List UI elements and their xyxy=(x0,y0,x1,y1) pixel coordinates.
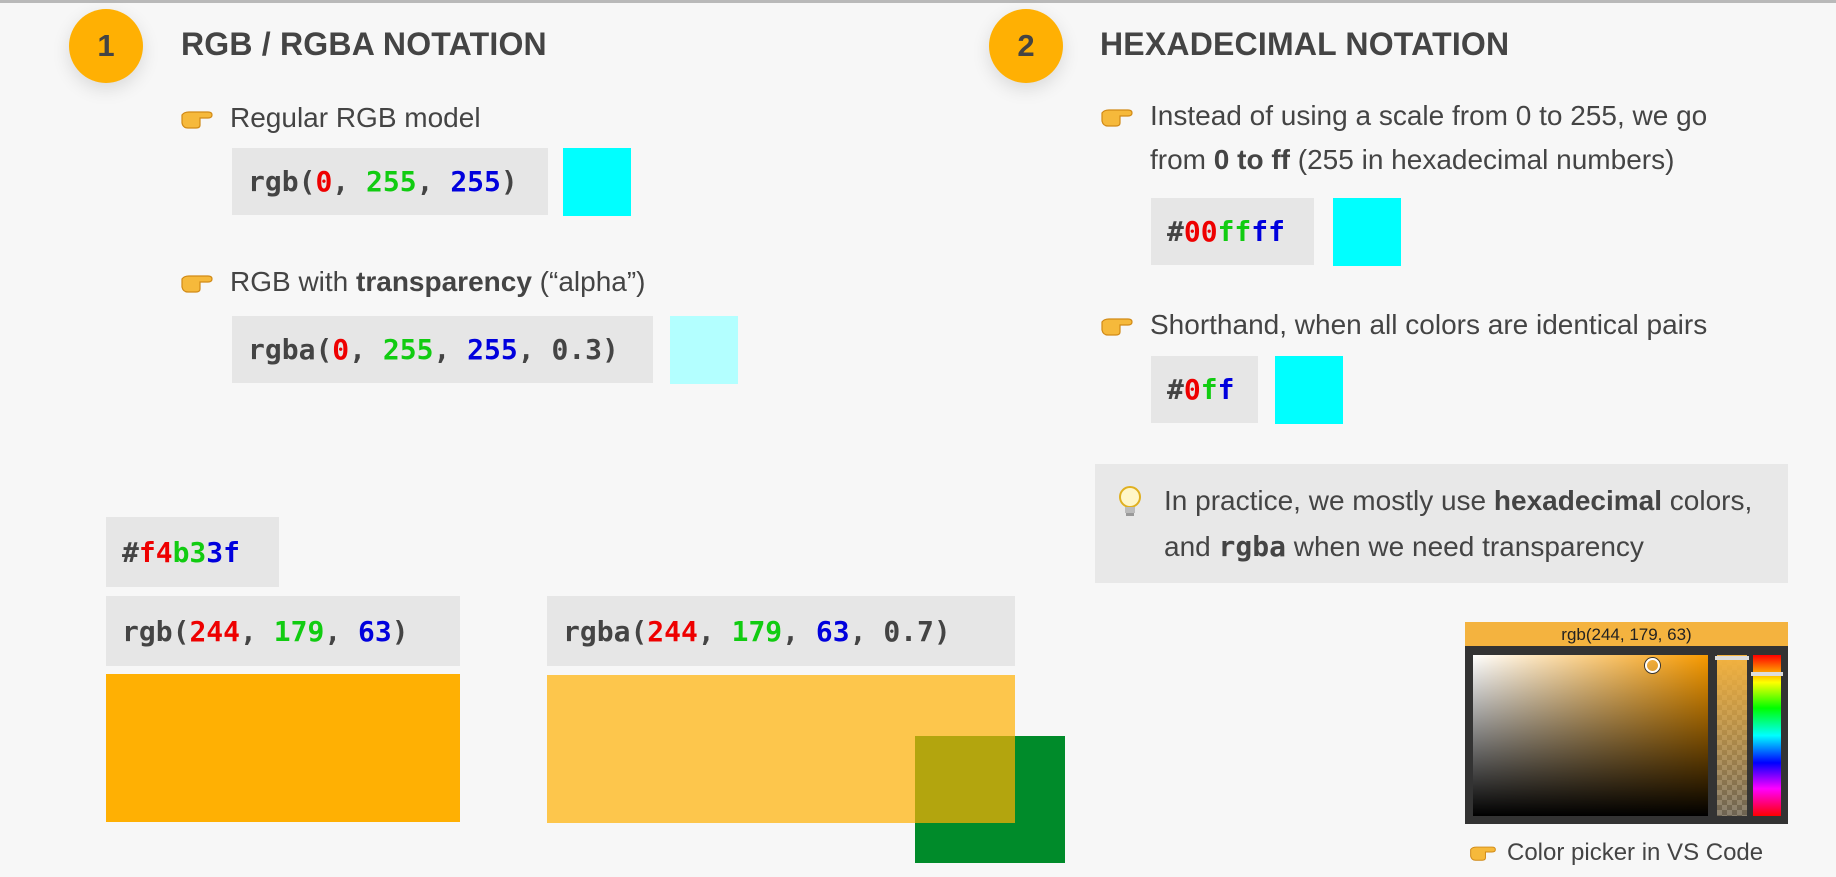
lightbulb-icon xyxy=(1119,486,1141,516)
pointing-hand-icon xyxy=(181,275,213,293)
saturation-area[interactable] xyxy=(1473,655,1708,816)
code-green: b3 xyxy=(172,535,207,569)
code-green: 179 xyxy=(273,614,325,648)
section-title-1: RGB / RGBA NOTATION xyxy=(181,26,547,62)
bullet-text: RGB with transparency (“alpha”) xyxy=(230,266,646,297)
bullet-hex-scale: Instead of using a scale from 0 to 255, … xyxy=(1100,94,1750,182)
section-title-2: HEXADECIMAL NOTATION xyxy=(1100,26,1510,62)
alpha-slider-handle[interactable] xyxy=(1715,656,1749,660)
code-green: 255 xyxy=(366,165,417,198)
bullet-regular-rgb: Regular RGB model xyxy=(180,96,481,140)
code-blue: 255 xyxy=(467,333,518,366)
color-picker: rgb(244, 179, 63) xyxy=(1465,622,1788,824)
code-red: f4 xyxy=(138,535,173,569)
pointing-hand-icon xyxy=(1101,318,1133,336)
code-red: 0 xyxy=(332,333,350,366)
code-blue: 3f xyxy=(206,535,241,569)
rgb-example-code: rgb(244, 179, 63) xyxy=(106,596,460,666)
picker-cursor[interactable] xyxy=(1645,658,1660,673)
code-green: 255 xyxy=(382,333,434,366)
cyan-swatch xyxy=(1275,356,1343,424)
code-fn: rgba xyxy=(563,614,631,648)
section-number: 2 xyxy=(1017,28,1035,63)
rgb-code-block: rgb(0, 255, 255) xyxy=(232,148,548,215)
code-alpha: 0.7 xyxy=(883,614,934,648)
alpha-slider[interactable] xyxy=(1717,655,1747,816)
code-red: 00 xyxy=(1183,215,1218,248)
code-fn: rgb xyxy=(122,614,173,648)
code-red: 244 xyxy=(189,614,241,648)
hex-example-code: # f4 b3 3f xyxy=(106,517,279,587)
hue-slider[interactable] xyxy=(1753,655,1781,816)
rgba-example-code: rgba(244, 179, 63, 0.7) xyxy=(547,596,1015,666)
cyan-swatch xyxy=(563,148,631,216)
caption-text: Color picker in VS Code xyxy=(1507,839,1764,866)
color-picker-header: rgb(244, 179, 63) xyxy=(1465,622,1788,646)
code-blue: 63 xyxy=(358,614,392,648)
code-green: ff xyxy=(1217,215,1252,248)
code-blue: 255 xyxy=(450,165,501,198)
tip-box xyxy=(1095,464,1788,583)
section-number-badge-2: 2 xyxy=(989,9,1063,83)
bullet-rgb-transparency: RGB with transparency (“alpha”) xyxy=(180,260,646,304)
hue-slider-handle[interactable] xyxy=(1751,672,1783,676)
code-blue: ff xyxy=(1251,215,1286,248)
code-red: 0 xyxy=(315,165,333,198)
code-blue: 63 xyxy=(815,614,850,648)
code-fn: rgb xyxy=(248,165,299,198)
orange-swatch xyxy=(106,674,460,822)
code-alpha: 0.3 xyxy=(551,333,603,366)
orange-alpha-swatch xyxy=(547,675,1015,823)
pointing-hand-icon xyxy=(1101,109,1133,127)
code-blue: f xyxy=(1217,373,1235,406)
bullet-text: Shorthand, when all colors are identical… xyxy=(1150,309,1708,340)
code-fn: rgba xyxy=(248,333,316,366)
tip-text: In practice, we mostly use hexadecimal c… xyxy=(1164,485,1753,563)
code-red: 0 xyxy=(1183,373,1201,406)
pointing-hand-icon xyxy=(181,111,213,129)
rgba-code-block: rgba(0, 255, 255, 0.3) xyxy=(232,316,653,383)
bullet-shorthand: Shorthand, when all colors are identical… xyxy=(1100,303,1707,347)
shorthand-code-block: #0 f f xyxy=(1151,356,1258,423)
picker-caption: Color picker in VS Code xyxy=(1469,831,1763,875)
cyan-swatch xyxy=(1333,198,1401,266)
code-green: f xyxy=(1200,373,1218,406)
section-number: 1 xyxy=(97,28,115,63)
section-number-badge-1: 1 xyxy=(69,9,143,83)
bullet-text: Regular RGB model xyxy=(230,102,481,133)
hex-code-block: #00 ff ff xyxy=(1151,198,1314,265)
code-green: 179 xyxy=(731,614,783,648)
cyan-alpha-swatch xyxy=(670,316,738,384)
code-red: 244 xyxy=(647,614,698,648)
top-border xyxy=(0,0,1836,3)
pointing-hand-icon xyxy=(1470,846,1496,861)
bullet-text: Instead of using a scale from 0 to 255, … xyxy=(1150,100,1708,175)
